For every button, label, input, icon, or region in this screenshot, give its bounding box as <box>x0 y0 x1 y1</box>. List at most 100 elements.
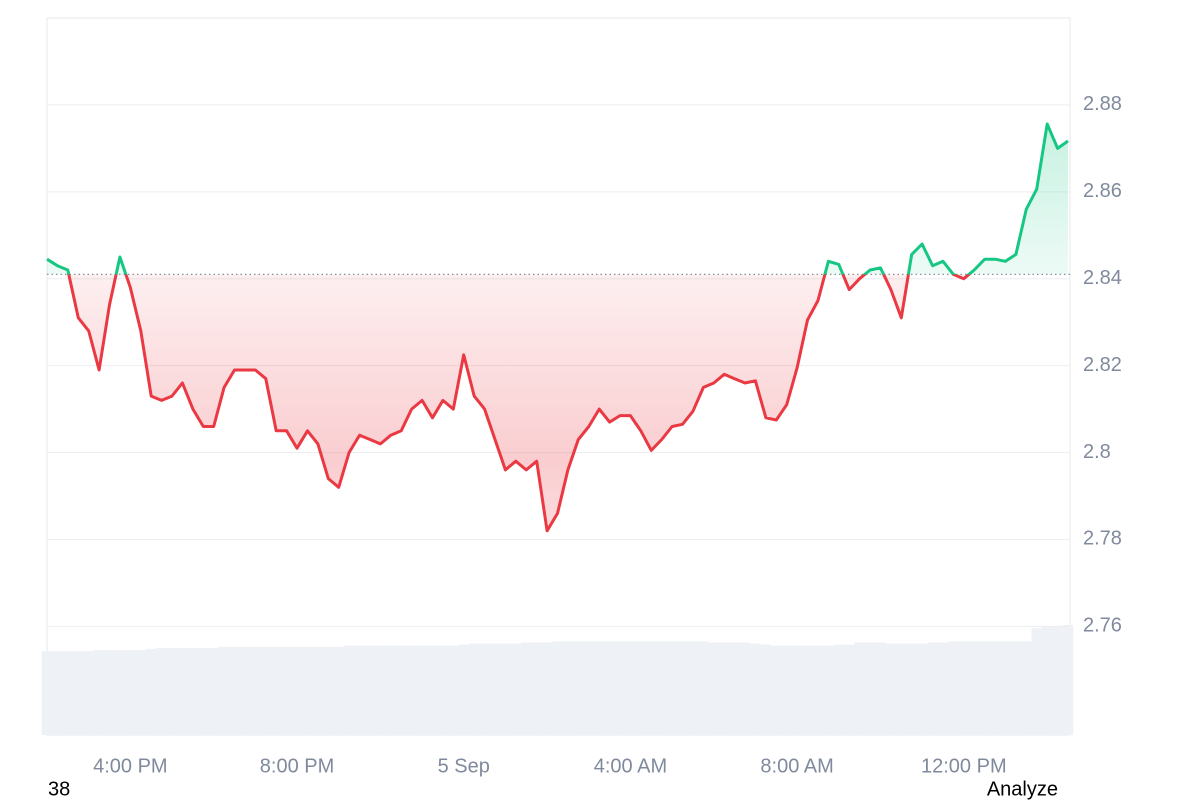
volume-bar <box>1031 628 1042 735</box>
x-tick-label: 5 Sep <box>438 755 490 777</box>
volume-bar <box>781 645 792 735</box>
volume-bar <box>416 645 428 735</box>
volume-bar <box>291 646 303 735</box>
x-tick-label: 4:00 AM <box>594 755 667 777</box>
volume-bar <box>666 641 678 735</box>
volume-bar <box>739 642 751 735</box>
volume-bar <box>239 646 251 735</box>
volume-bar <box>927 642 938 735</box>
area <box>47 124 1068 531</box>
volume-bar <box>104 650 115 735</box>
volume-bar <box>1041 626 1053 735</box>
price-line <box>46 122 1069 533</box>
volume-bar <box>1021 641 1032 735</box>
volume-bar <box>260 646 271 735</box>
y-tick-label: 2.8 <box>1083 441 1111 463</box>
volume-bar <box>406 645 417 735</box>
volume-bar <box>489 643 501 735</box>
volume-bar <box>844 644 855 735</box>
volume-bar <box>562 641 574 735</box>
volume-bar <box>270 646 282 735</box>
y-tick-label: 2.86 <box>1083 180 1122 202</box>
volume-bar <box>979 641 990 735</box>
volume-bar <box>510 643 522 735</box>
volume-bar <box>875 642 886 735</box>
y-tick-label: 2.76 <box>1083 615 1122 637</box>
volume-bar <box>93 650 105 735</box>
volume-bar <box>83 651 94 735</box>
y-tick-label: 2.78 <box>1083 528 1122 550</box>
volume-bar <box>635 641 647 735</box>
volume-bar <box>854 642 865 735</box>
volume-bar <box>145 648 157 735</box>
volume-bar <box>708 642 719 735</box>
volume-bar <box>948 641 959 735</box>
volume-bar <box>531 642 542 735</box>
volume-bar <box>969 641 980 735</box>
volume-bar <box>41 651 53 735</box>
volume-bar <box>1062 625 1074 735</box>
volume-bar <box>1052 626 1063 735</box>
volume-bar <box>396 645 407 735</box>
y-tick-label: 2.82 <box>1083 354 1122 376</box>
volume-bar <box>312 646 324 735</box>
volume-bar <box>958 641 970 735</box>
volume-bar <box>302 646 313 735</box>
volume-bar <box>114 650 126 735</box>
volume-bar <box>614 641 626 735</box>
volume-bar <box>427 645 438 735</box>
volume-bar <box>323 646 334 735</box>
y-tick-label: 2.84 <box>1083 267 1122 289</box>
volume-bar <box>698 641 709 735</box>
volume-bar <box>593 641 605 735</box>
volume-bar <box>62 651 74 735</box>
volume-bar <box>937 642 949 735</box>
volume-bar <box>218 646 230 735</box>
volume-bar <box>500 643 511 735</box>
volume-bar <box>375 645 386 735</box>
x-tick-label: 4:00 PM <box>93 755 167 777</box>
volume-bar <box>1000 641 1011 735</box>
volume-bar <box>448 645 459 735</box>
volume-bar <box>73 651 84 735</box>
volume-bar <box>646 641 657 735</box>
x-tick-label: 8:00 PM <box>260 755 334 777</box>
volume-bar <box>208 647 219 735</box>
volume-bar <box>364 645 376 735</box>
volume-bar <box>750 643 761 735</box>
x-tick-label: 12:00 PM <box>921 755 1007 777</box>
volume-bar <box>896 643 907 735</box>
volume-bar <box>1010 641 1022 735</box>
volume-bar <box>791 645 803 735</box>
volume-bar <box>989 641 1001 735</box>
y-tick-label: 2.88 <box>1083 93 1122 115</box>
volume-bar <box>52 651 63 735</box>
volume-bar <box>187 647 199 735</box>
x-tick-label: 8:00 AM <box>760 755 833 777</box>
volume-bar <box>468 643 480 735</box>
volume-bar <box>541 642 553 735</box>
volume-bar <box>718 642 730 735</box>
volume-bar <box>229 646 240 735</box>
volume-bar <box>343 645 355 735</box>
volume-bar <box>812 645 824 735</box>
volume-bar <box>135 650 146 735</box>
volume-bar <box>583 641 594 735</box>
volume-bar <box>677 641 688 735</box>
volume-bar <box>656 641 667 735</box>
volume-bar <box>156 647 167 735</box>
volume-bar <box>198 647 209 735</box>
footer-left: 38 <box>48 778 70 800</box>
volume-bar <box>250 646 261 735</box>
volume-bar <box>864 642 876 735</box>
volume-bar <box>177 647 188 735</box>
volume-bar <box>521 642 532 735</box>
volume-bar <box>833 644 845 735</box>
footer-right[interactable]: Analyze <box>987 778 1058 800</box>
volume-bar <box>885 643 897 735</box>
volume-bar <box>166 647 178 735</box>
volume-bar <box>906 643 917 735</box>
volume-bar <box>625 641 636 735</box>
volume-bar <box>687 641 699 735</box>
